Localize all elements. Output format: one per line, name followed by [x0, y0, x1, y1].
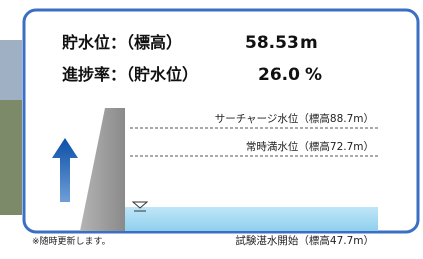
start-label: 試験湛水開始（標高47.7m） — [235, 234, 374, 247]
storage-value: 58.53 — [245, 33, 299, 53]
progress-value: 26.0 — [258, 65, 300, 85]
page: 貯水位：（標高） 58.53 m 進捗率：（貯水位） 26.0 % サーチャージ… — [0, 0, 423, 259]
photo-sky — [0, 40, 22, 100]
normal-label: 常時満水位（標高72.7m） — [246, 140, 374, 153]
surcharge-label: サーチャージ水位（標高88.7m） — [215, 112, 374, 125]
water — [125, 207, 378, 231]
dam-panel: 貯水位：（標高） 58.53 m 進捗率：（貯水位） 26.0 % サーチャージ… — [0, 0, 423, 259]
storage-label: 貯水位：（標高） — [62, 33, 182, 52]
storage-unit: m — [300, 33, 318, 53]
progress-unit: % — [305, 65, 322, 85]
progress-label: 進捗率：（貯水位） — [62, 65, 198, 84]
note: ※随時更新します。 — [32, 235, 111, 247]
